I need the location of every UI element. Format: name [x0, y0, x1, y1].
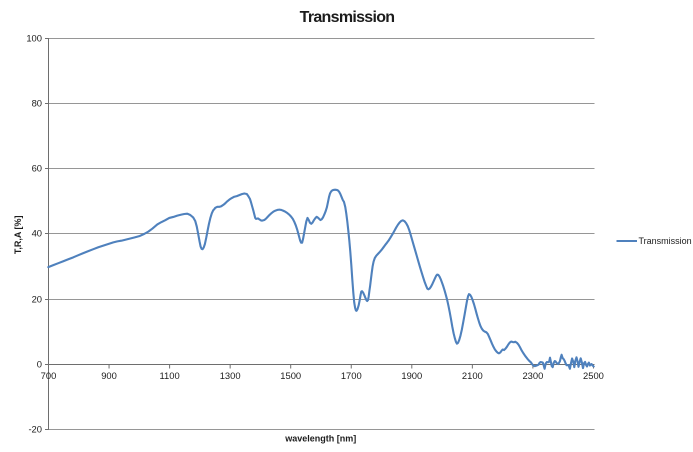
svg-text:1500: 1500: [280, 370, 301, 381]
svg-text:2300: 2300: [522, 370, 543, 381]
svg-text:1300: 1300: [220, 370, 241, 381]
svg-text:wavelength [nm]: wavelength [nm]: [284, 434, 356, 444]
svg-text:60: 60: [32, 163, 42, 174]
svg-text:2100: 2100: [462, 370, 483, 381]
svg-text:Transmission: Transmission: [639, 236, 692, 246]
svg-text:2500: 2500: [583, 370, 604, 381]
svg-text:Transmission: Transmission: [300, 9, 395, 26]
svg-text:1700: 1700: [341, 370, 362, 381]
svg-text:900: 900: [101, 370, 117, 381]
svg-text:1900: 1900: [401, 370, 422, 381]
svg-text:-20: -20: [28, 424, 42, 435]
svg-text:20: 20: [32, 294, 42, 305]
svg-text:40: 40: [32, 228, 42, 239]
svg-text:0: 0: [37, 359, 42, 370]
svg-text:T,R,A [%]: T,R,A [%]: [13, 215, 23, 254]
svg-text:100: 100: [26, 33, 42, 44]
svg-text:1100: 1100: [160, 370, 180, 381]
svg-text:700: 700: [41, 370, 57, 381]
svg-text:80: 80: [32, 98, 42, 109]
